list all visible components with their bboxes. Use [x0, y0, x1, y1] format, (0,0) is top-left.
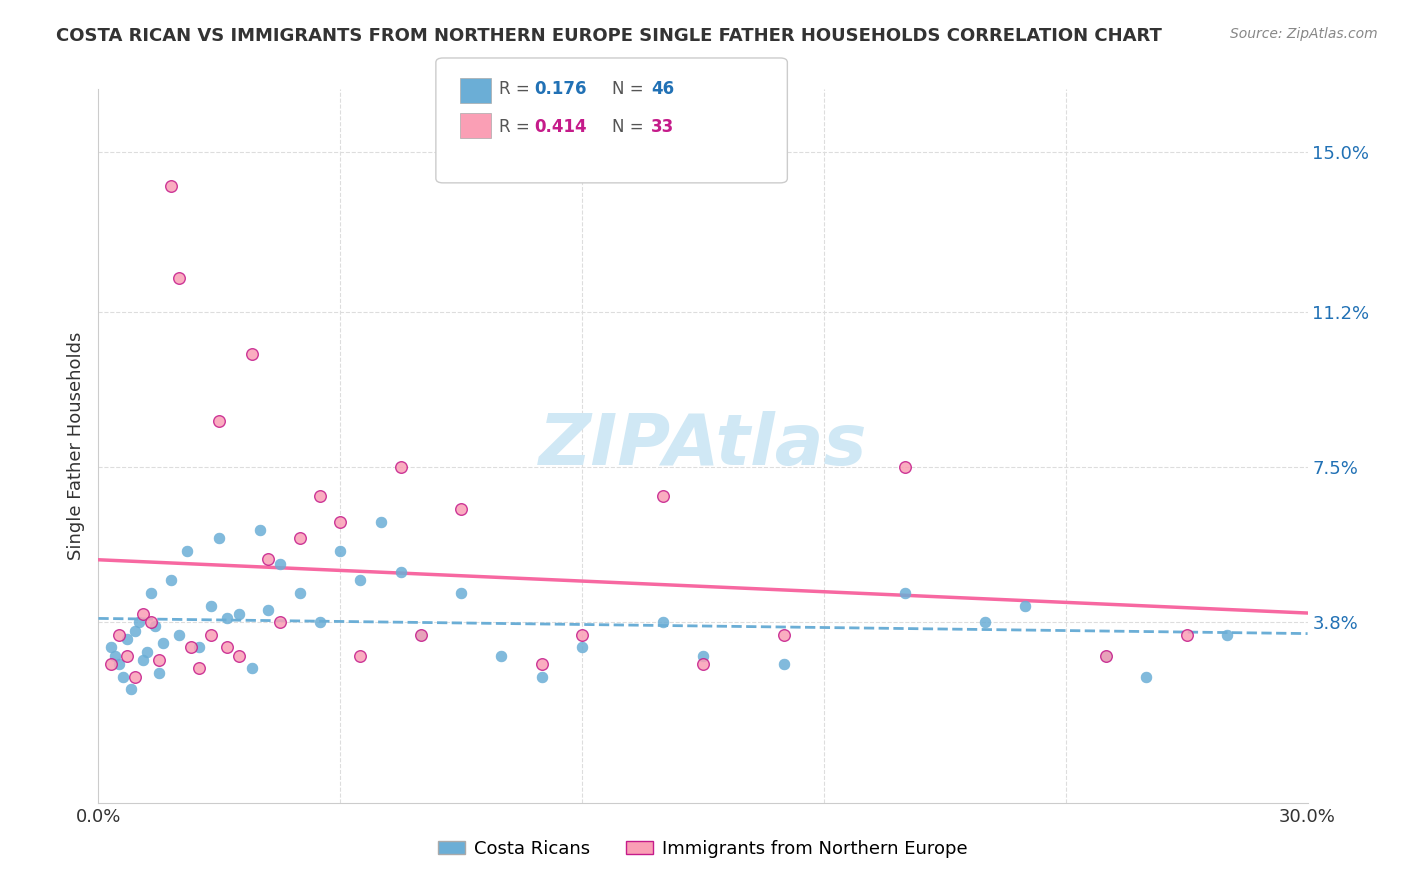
Point: [124, 670, 146, 684]
Legend: Costa Ricans, Immigrants from Northern Europe: Costa Ricans, Immigrants from Northern E…: [430, 833, 976, 865]
Point: [389, 565, 412, 579]
Point: [208, 414, 231, 428]
Point: [100, 640, 122, 655]
Point: [1135, 670, 1157, 684]
Point: [370, 515, 392, 529]
Point: [530, 670, 553, 684]
Y-axis label: Single Father Households: Single Father Households: [66, 332, 84, 560]
Point: [180, 640, 202, 655]
Point: [107, 657, 129, 672]
Point: [349, 648, 371, 663]
Point: [107, 628, 129, 642]
Point: [249, 523, 271, 537]
Point: [228, 648, 250, 663]
Point: [111, 670, 134, 684]
Text: R =: R =: [499, 80, 536, 98]
Point: [974, 615, 997, 630]
Point: [200, 599, 222, 613]
Point: [128, 615, 150, 630]
Point: [491, 648, 513, 663]
Point: [1095, 648, 1118, 663]
Point: [1095, 648, 1118, 663]
Point: [148, 653, 170, 667]
Point: [893, 586, 915, 600]
Point: [228, 607, 250, 621]
Point: [389, 460, 412, 475]
Point: [132, 653, 155, 667]
Point: [692, 648, 714, 663]
Point: [135, 645, 157, 659]
Point: [309, 489, 332, 503]
Point: [240, 346, 263, 360]
Point: [188, 661, 211, 675]
Point: [160, 178, 183, 193]
Point: [692, 657, 714, 672]
Point: [167, 628, 190, 642]
Point: [200, 628, 222, 642]
Point: [167, 271, 190, 285]
Point: [530, 657, 553, 672]
Point: [240, 661, 263, 675]
Point: [329, 515, 352, 529]
Text: 46: 46: [651, 80, 673, 98]
Point: [309, 615, 332, 630]
Point: [217, 640, 239, 655]
Point: [120, 682, 142, 697]
Text: 0.414: 0.414: [534, 118, 586, 136]
Point: [772, 657, 794, 672]
Point: [103, 648, 125, 663]
Point: [100, 657, 122, 672]
Point: [148, 665, 170, 680]
Point: [152, 636, 174, 650]
Point: [139, 586, 162, 600]
Text: Source: ZipAtlas.com: Source: ZipAtlas.com: [1230, 27, 1378, 41]
Point: [256, 552, 278, 566]
Text: N =: N =: [612, 80, 648, 98]
Point: [772, 628, 794, 642]
Point: [288, 586, 311, 600]
Point: [288, 532, 311, 546]
Point: [450, 586, 472, 600]
Point: [329, 544, 352, 558]
Point: [893, 460, 915, 475]
Point: [217, 611, 239, 625]
Point: [651, 489, 673, 503]
Point: [1014, 599, 1036, 613]
Point: [269, 557, 291, 571]
Point: [1216, 628, 1239, 642]
Point: [143, 619, 166, 633]
Point: [176, 544, 198, 558]
Point: [139, 615, 162, 630]
Point: [115, 648, 138, 663]
Text: ZIPAtlas: ZIPAtlas: [538, 411, 868, 481]
Point: [256, 603, 278, 617]
Point: [188, 640, 211, 655]
Point: [651, 615, 673, 630]
Point: [124, 624, 146, 638]
Point: [409, 628, 432, 642]
Point: [132, 607, 155, 621]
Text: 0.176: 0.176: [534, 80, 586, 98]
Point: [1175, 628, 1198, 642]
Point: [115, 632, 138, 646]
Point: [160, 574, 183, 588]
Point: [409, 628, 432, 642]
Point: [450, 502, 472, 516]
Text: N =: N =: [612, 118, 648, 136]
Point: [269, 615, 291, 630]
Text: R =: R =: [499, 118, 536, 136]
Point: [571, 628, 593, 642]
Text: 33: 33: [651, 118, 675, 136]
Point: [208, 532, 231, 546]
Text: COSTA RICAN VS IMMIGRANTS FROM NORTHERN EUROPE SINGLE FATHER HOUSEHOLDS CORRELAT: COSTA RICAN VS IMMIGRANTS FROM NORTHERN …: [56, 27, 1163, 45]
Point: [571, 640, 593, 655]
Point: [349, 574, 371, 588]
